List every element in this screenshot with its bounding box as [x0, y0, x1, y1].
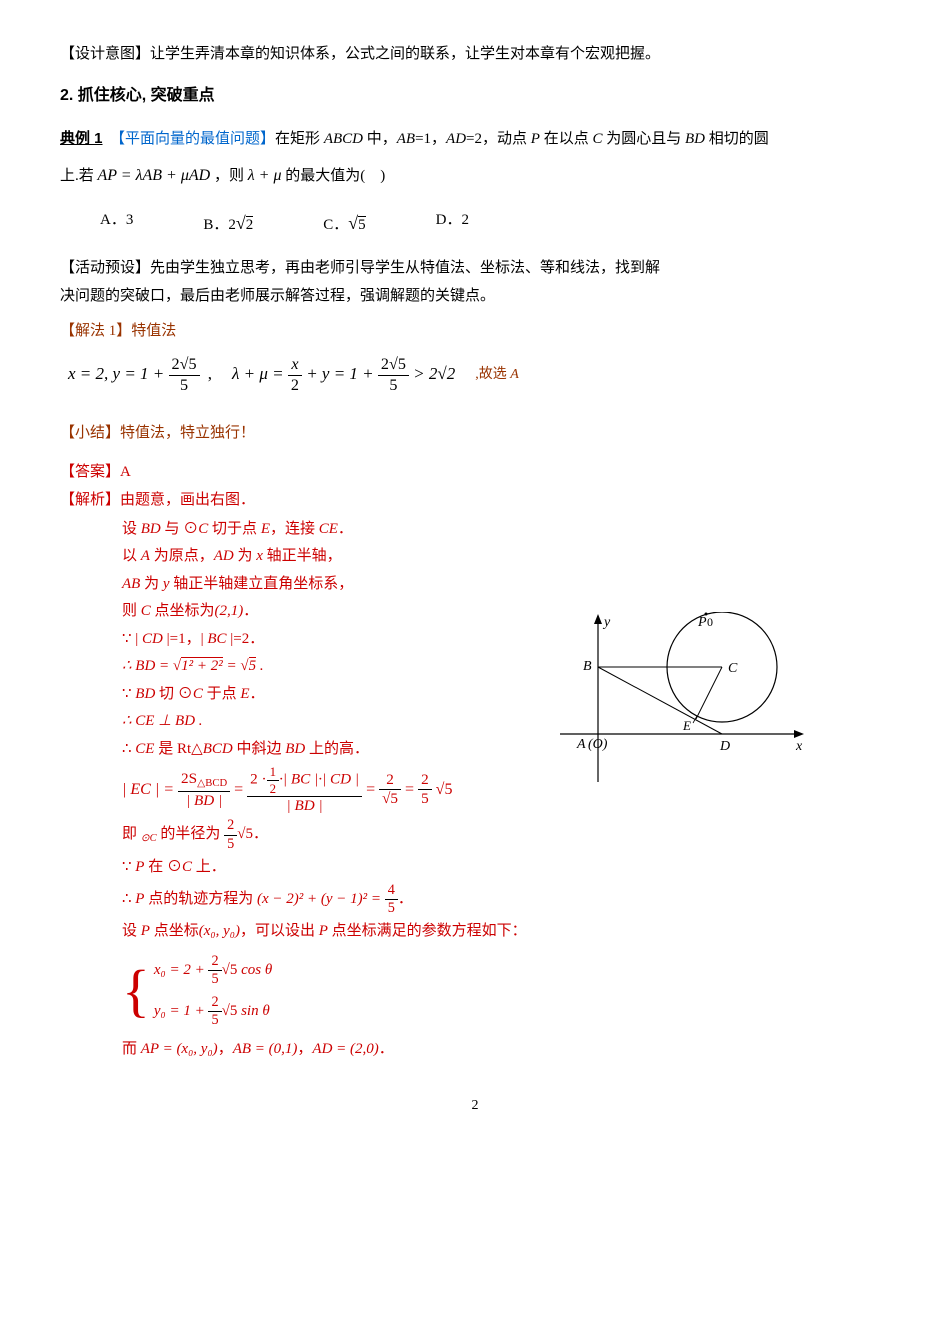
activity-preset-2: 决问题的突破口，最后由老师展示解答过程，强调解题的关键点。	[60, 282, 890, 311]
analysis-header: 【解析】由题意，画出右图．	[60, 486, 890, 515]
parametric-equations: { x₀ = 2 + 25√5 cos θ y₀ = 1 + 25√5 sin …	[122, 947, 890, 1035]
ap-formula: AP = λAB + μAD	[98, 167, 211, 184]
option-a: A．3	[100, 206, 133, 240]
svg-text:B: B	[583, 659, 592, 674]
example-line-1: 典例 1 【平面向量的最值问题】在矩形 ABCD 中，AB=1，AD=2，动点 …	[60, 125, 890, 154]
example-line-2: 上.若 AP = λAB + μAD ，则 λ + μ 的最大值为( )	[60, 161, 890, 191]
svg-text:0: 0	[707, 615, 713, 629]
option-d: D．2	[436, 206, 469, 240]
section-title: 2. 抓住核心, 突破重点	[60, 81, 890, 111]
svg-text:E: E	[682, 718, 691, 733]
option-c: C．√5	[323, 206, 365, 240]
svg-text:A: A	[576, 737, 586, 752]
example-label: 典例 1	[60, 130, 103, 147]
method-1-equation: x = 2, y = 1 + 2√55 , λ + μ = x2 + y = 1…	[68, 355, 890, 395]
page-number: 2	[60, 1093, 890, 1120]
label: 【设计意图】	[60, 46, 150, 62]
summary: 【小结】特值法，特立独行！	[60, 419, 890, 448]
answer-line: 【答案】A	[60, 458, 890, 487]
design-intent: 【设计意图】让学生弄清本章的知识体系，公式之间的联系，让学生对本章有个宏观把握。	[60, 40, 890, 69]
svg-text:x: x	[795, 739, 803, 754]
lambda-mu: λ + μ	[248, 167, 282, 184]
svg-text:C: C	[728, 661, 738, 676]
options-row: A．3 B．2√2 C．√5 D．2	[100, 206, 890, 240]
activity-preset: 【活动预设】先由学生独立思考，再由老师引导学生从特值法、坐标法、等和线法，找到解	[60, 254, 890, 283]
text: 让学生弄清本章的知识体系，公式之间的联系，让学生对本章有个宏观把握。	[150, 46, 660, 62]
svg-text:y: y	[602, 615, 611, 630]
method-1-label: 【解法 1】特值法	[60, 317, 890, 346]
svg-text:(O): (O)	[588, 737, 608, 752]
option-b: B．2√2	[203, 206, 253, 240]
figure-svg: y x A (O) B C D E P 0	[550, 612, 810, 792]
svg-text:P: P	[697, 615, 707, 630]
svg-text:D: D	[719, 739, 730, 754]
label: 【活动预设】	[60, 260, 150, 276]
example-topic: 【平面向量的最值问题】	[118, 131, 276, 147]
geometry-figure: y x A (O) B C D E P 0	[550, 612, 810, 803]
